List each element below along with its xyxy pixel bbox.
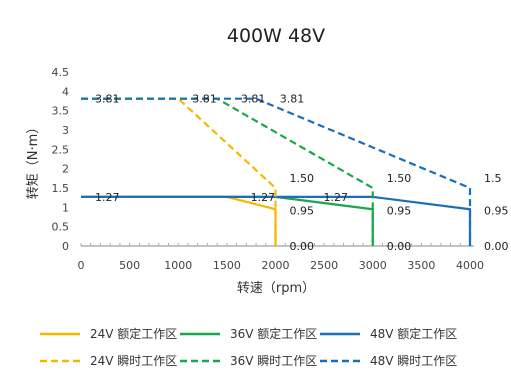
data-label: 3.81 [192,93,217,106]
y-tick-label: 0 [62,240,69,253]
legend-label: 48V 额定工作区 [370,326,457,341]
data-label: 1.27 [251,191,276,204]
x-tick-label: 0 [78,259,85,272]
data-label: 0.95 [387,204,412,217]
data-label: 0.95 [484,204,509,217]
legend: 24V 额定工作区 36V 额定工作区 48V 额定工作区 24V 瞬时工作区 36V … [40,326,457,368]
legend-label: 36V 瞬时工作区 [230,354,317,368]
chart-title: 400W 48V [227,25,325,47]
data-label: 0.95 [290,204,315,217]
y-tick-label: 1 [62,201,69,214]
legend-label: 48V 瞬时工作区 [370,354,457,368]
y-tick-label: 4 [62,85,69,98]
legend-label: 24V 瞬时工作区 [90,354,177,368]
y-axis-title: 转矩（N·m） [26,121,41,200]
data-label: 3.81 [241,93,266,106]
y-tick-label: 0.5 [52,221,70,234]
legend-label: 36V 额定工作区 [230,326,317,341]
x-tick-label: 2500 [310,259,338,272]
data-label: 0.00 [387,240,412,253]
x-tick-label: 4000 [456,259,484,272]
y-tick-label: 2 [62,163,69,176]
data-label: 1.5 [484,172,502,185]
data-label: 1.27 [324,191,349,204]
x-tick-label: 3000 [359,259,387,272]
data-label: 0.00 [290,240,315,253]
series-line [81,197,276,246]
x-tick-label: 500 [119,259,140,272]
data-label: 3.81 [95,93,120,106]
x-tick-label: 3500 [407,259,435,272]
series-layer [81,99,470,246]
data-label: 1.50 [387,172,412,185]
series-line [81,197,373,246]
data-label: 0.00 [484,240,509,253]
y-tick-label: 3.5 [52,105,70,118]
data-label: 1.50 [290,172,315,185]
y-tick-label: 2.5 [52,143,70,156]
y-tick-label: 3 [62,124,69,137]
series-line [81,99,276,246]
x-axis-title: 转速（rpm） [237,281,315,296]
x-tick-label: 1000 [164,259,192,272]
legend-label: 24V 额定工作区 [90,326,177,341]
y-tick-label: 1.5 [52,182,70,195]
series-line [81,99,373,246]
data-label: 3.81 [280,93,305,106]
y-tick-label: 4.5 [52,66,70,79]
x-tick-label: 2000 [262,259,290,272]
x-tick-label: 1500 [213,259,241,272]
data-label: 1.27 [95,191,120,204]
